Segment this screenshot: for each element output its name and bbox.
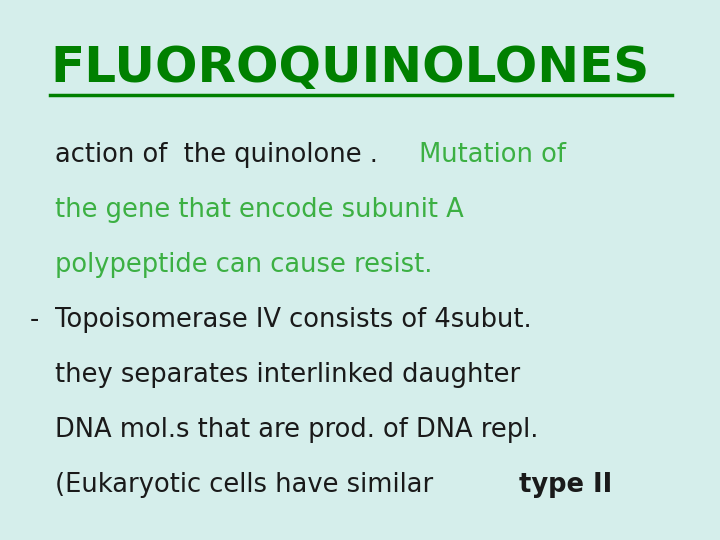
Text: Mutation of: Mutation of xyxy=(411,142,566,168)
Text: (Eukaryotic cells have similar: (Eukaryotic cells have similar xyxy=(55,472,441,498)
Text: Topoisomerase IV consists of 4subut.: Topoisomerase IV consists of 4subut. xyxy=(55,307,531,333)
Text: polypeptide can cause resist.: polypeptide can cause resist. xyxy=(55,252,433,278)
Text: -: - xyxy=(30,307,40,333)
Text: type II: type II xyxy=(519,472,612,498)
Text: the gene that encode subunit A: the gene that encode subunit A xyxy=(55,197,464,223)
Text: DNA mol.s that are prod. of DNA repl.: DNA mol.s that are prod. of DNA repl. xyxy=(55,417,539,443)
Text: action of  the quinolone .: action of the quinolone . xyxy=(55,142,378,168)
Text: FLUOROQUINOLONES: FLUOROQUINOLONES xyxy=(50,44,649,92)
Text: they separates interlinked daughter: they separates interlinked daughter xyxy=(55,362,521,388)
